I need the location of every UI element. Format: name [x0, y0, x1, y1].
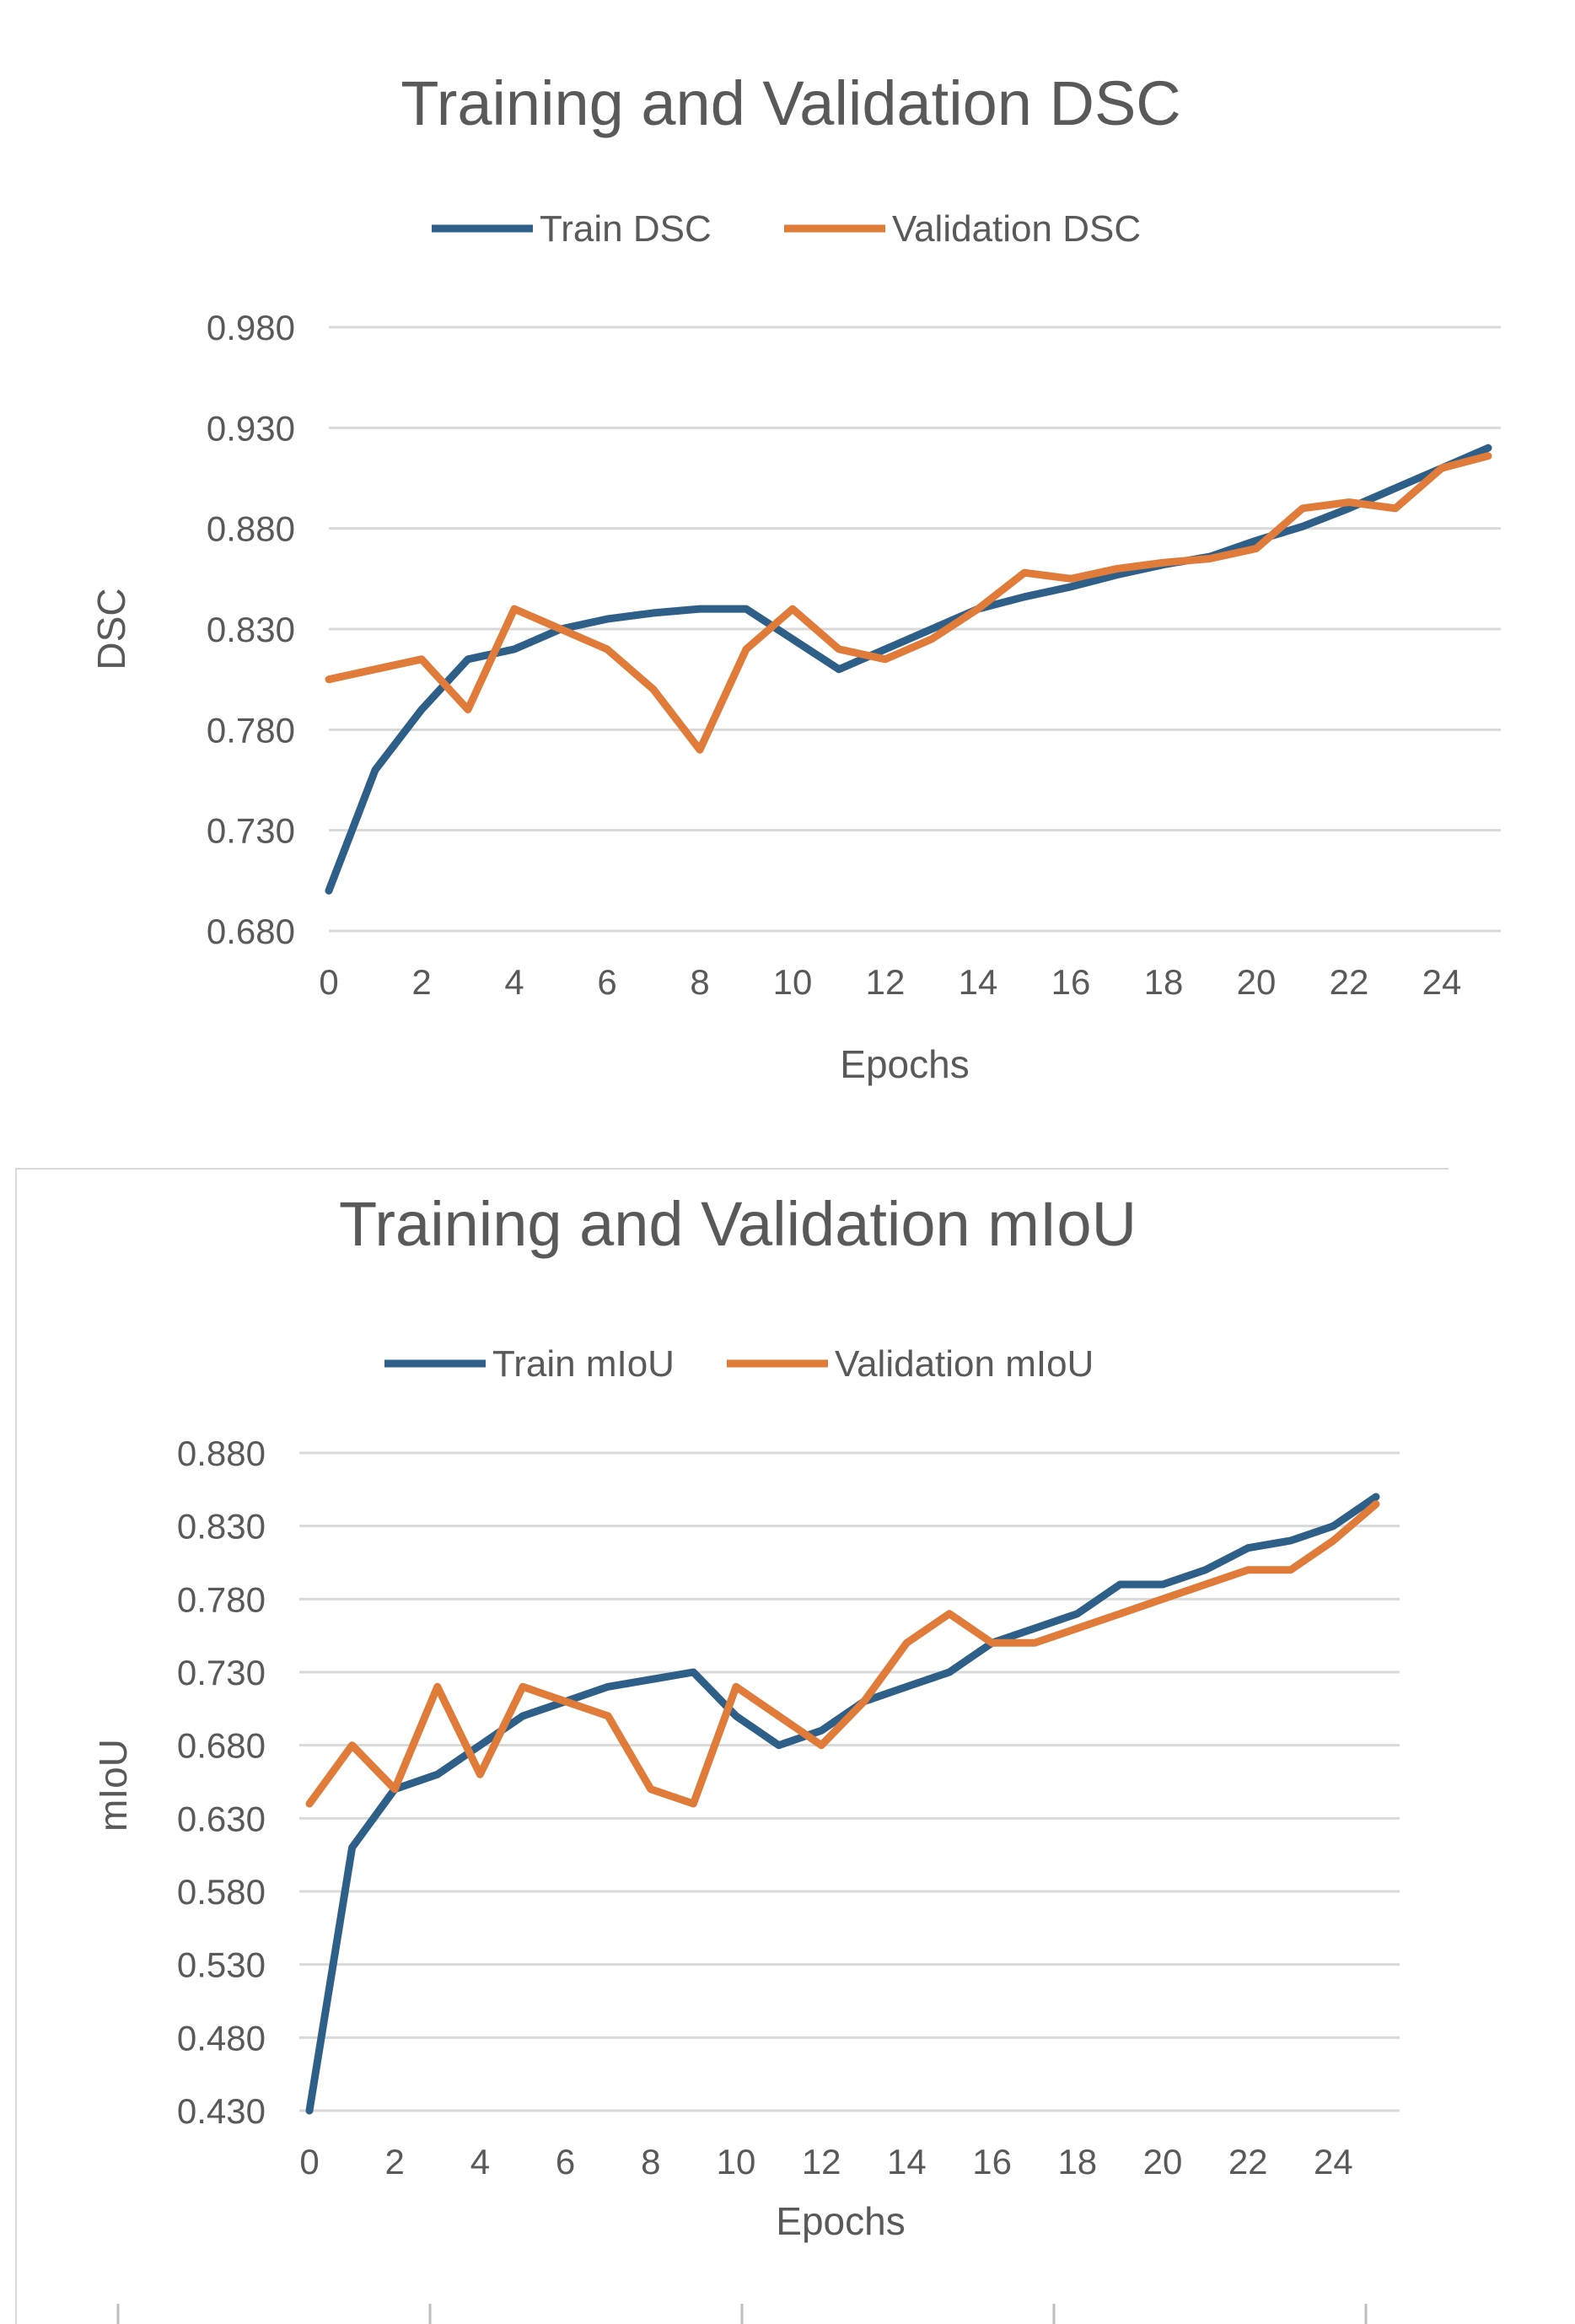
y-tick-label: 0.680 [207, 912, 295, 951]
y-tick-label: 0.780 [207, 710, 295, 750]
x-tick-label: 8 [641, 2142, 660, 2181]
x-tick-label: 6 [597, 962, 616, 1002]
miou-chart: Training and Validation mIoU Train mIoU … [91, 1189, 1400, 2324]
y-tick-label: 0.580 [177, 1872, 266, 1912]
dsc-x-axis-label: Epochs [840, 1042, 969, 1086]
y-tick-label: 0.680 [177, 1726, 266, 1766]
y-tick-label: 0.430 [177, 2091, 266, 2131]
x-tick-label: 2 [385, 2142, 405, 2181]
validation-miou-line [305, 1500, 1380, 1808]
y-tick-label: 0.530 [177, 1945, 266, 1985]
dsc-chart-panel: Training and Validation DSC Train DSC Va… [0, 0, 1575, 1151]
x-tick-label: 16 [972, 2142, 1012, 2181]
y-tick-label: 0.630 [177, 1799, 266, 1838]
miou-legend: Train mIoU Validation mIoU [384, 1343, 1094, 1385]
x-tick-label: 14 [959, 962, 998, 1002]
miou-plot-area: 0.430 0.480 0.530 0.580 0.630 0.680 0.730 0.780… [177, 1434, 1400, 2181]
y-tick-label: 0.480 [177, 2018, 266, 2058]
x-tick-label: 10 [717, 2142, 756, 2181]
x-tick-label: 18 [1144, 962, 1184, 1002]
x-tick-label: 10 [773, 962, 813, 1002]
x-tick-label: 12 [866, 962, 906, 1002]
x-tick-label: 20 [1237, 962, 1277, 1002]
y-tick-label: 0.930 [207, 408, 295, 448]
legend-train-miou-label: Train mIoU [492, 1343, 675, 1385]
y-tick-label: 0.830 [207, 610, 295, 649]
x-tick-label: 22 [1228, 2142, 1268, 2181]
miou-y-axis-label: mIoU [91, 1739, 135, 1832]
y-tick-label: 0.730 [177, 1653, 266, 1692]
x-tick-label: 8 [690, 962, 709, 1002]
train-miou-line [305, 1493, 1380, 2115]
miou-x-axis-label: Epochs [776, 2199, 905, 2243]
x-tick-label: 14 [887, 2142, 927, 2181]
dsc-legend: Train DSC Validation DSC [432, 208, 1141, 250]
y-tick-label: 0.730 [207, 811, 295, 851]
train-dsc-line [325, 444, 1492, 895]
x-tick-label: 2 [411, 962, 431, 1002]
y-tick-label: 0.980 [207, 308, 295, 347]
x-tick-label: 0 [299, 2142, 319, 2181]
miou-chart-panel: Training and Validation mIoU Train mIoU … [15, 1168, 1449, 2324]
x-tick-label: 6 [556, 2142, 575, 2181]
validation-dsc-line [325, 452, 1492, 754]
legend-train-dsc-label: Train DSC [540, 208, 712, 250]
legend-validation-dsc-label: Validation DSC [892, 208, 1141, 250]
dsc-chart-title: Training and Validation DSC [400, 68, 1181, 138]
dsc-y-axis-label: DSC [89, 588, 133, 670]
y-tick-label: 0.880 [207, 509, 295, 549]
y-tick-label: 0.880 [177, 1434, 266, 1473]
x-tick-label: 0 [319, 962, 338, 1002]
x-tick-label: 22 [1330, 962, 1369, 1002]
x-tick-label: 4 [504, 962, 524, 1002]
y-tick-label: 0.830 [177, 1507, 266, 1547]
y-tick-label: 0.780 [177, 1579, 266, 1619]
x-tick-label: 12 [802, 2142, 841, 2181]
miou-chart-title: Training and Validation mIoU [339, 1189, 1137, 1259]
x-tick-label: 4 [470, 2142, 490, 2181]
dsc-chart: Training and Validation DSC Train DSC Va… [89, 68, 1501, 1086]
x-tick-label: 16 [1051, 962, 1091, 1002]
x-tick-label: 20 [1143, 2142, 1183, 2181]
x-tick-label: 18 [1057, 2142, 1097, 2181]
x-tick-label: 24 [1422, 962, 1462, 1002]
x-tick-label: 24 [1314, 2142, 1353, 2181]
legend-validation-miou-label: Validation mIoU [835, 1343, 1094, 1385]
